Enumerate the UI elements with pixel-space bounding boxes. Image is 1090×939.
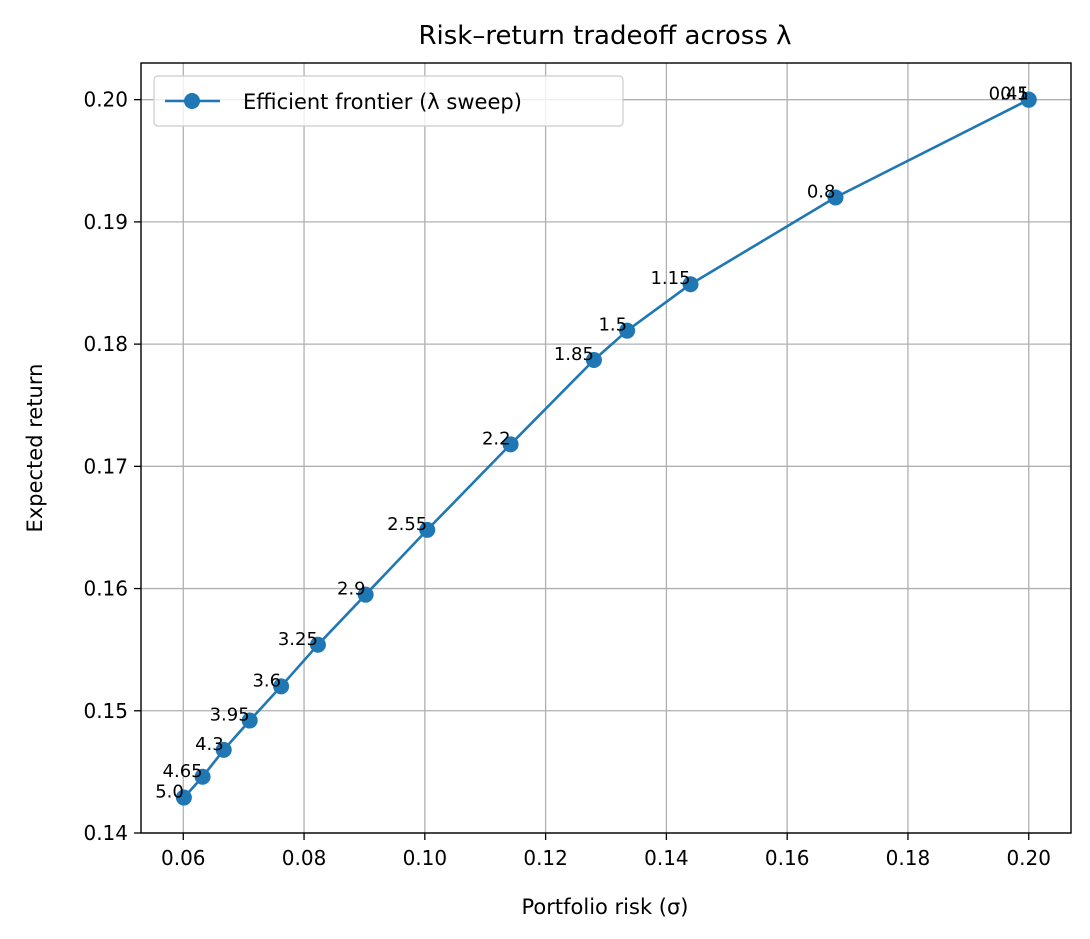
- data-point: [273, 678, 290, 695]
- point-label: 1.15: [650, 268, 690, 289]
- point-label: 2.2: [482, 428, 511, 449]
- y-tick-label: 0.16: [83, 577, 128, 601]
- legend-marker: [184, 93, 200, 109]
- data-point: [682, 276, 699, 293]
- x-tick-label: 0.16: [765, 846, 810, 870]
- point-label: 3.25: [278, 629, 318, 650]
- point-label: 1.85: [554, 344, 594, 365]
- y-axis-label: Expected return: [23, 364, 47, 533]
- data-point: [1020, 91, 1037, 108]
- x-tick-label: 0.20: [1006, 846, 1051, 870]
- data-point: [194, 768, 211, 785]
- x-tick-label: 0.10: [403, 846, 448, 870]
- point-labels: 0.10.45 0.8 1.15 1.51.85 2.2 2.55 2.9 3.25 3.63.…: [155, 84, 1028, 803]
- chart-title: Risk–return tradeoff across λ: [418, 21, 791, 51]
- point-label: 0.8: [807, 181, 836, 202]
- plot-frame: [140, 62, 1072, 834]
- series-efficient-frontier: [175, 91, 1037, 806]
- data-point: [175, 789, 192, 806]
- y-tick-label: 0.15: [83, 699, 128, 723]
- data-point: [585, 352, 602, 368]
- data-point: [502, 436, 519, 453]
- legend: Efficient frontier (λ sweep): [153, 75, 624, 127]
- y-tick-label: 0.17: [83, 454, 128, 478]
- x-tick-label: 0.18: [886, 846, 931, 870]
- data-point: [619, 322, 636, 339]
- point-label: 2.9: [337, 579, 366, 600]
- x-tick-label: 0.14: [644, 846, 689, 870]
- point-label: 4.65: [163, 761, 203, 782]
- data-point: [309, 636, 326, 653]
- y-tick-label: 0.14: [83, 821, 128, 845]
- data-point: [357, 586, 374, 603]
- x-tick-label: 0.06: [161, 846, 206, 870]
- data-point: [827, 189, 844, 206]
- x-tick-label: 0.12: [523, 846, 568, 870]
- legend-box: [153, 75, 624, 127]
- y-tick-label: 0.20: [83, 88, 128, 112]
- point-label: 5.0: [155, 782, 184, 803]
- data-point: [215, 741, 232, 758]
- point-label: 1.5: [598, 315, 627, 336]
- point-label: 3.6: [252, 670, 281, 691]
- y-tick-label: 0.18: [83, 332, 128, 356]
- point-label: 2.55: [387, 514, 427, 535]
- x-tick-label: 0.08: [282, 846, 327, 870]
- legend-label: Efficient frontier (λ sweep): [243, 90, 522, 114]
- point-label: 0.45: [989, 84, 1029, 105]
- y-tick-label: 0.19: [83, 210, 128, 234]
- x-axis-label: Portfolio risk (σ): [521, 895, 688, 919]
- data-point: [241, 712, 258, 729]
- point-label: 4.3: [195, 734, 224, 755]
- point-label: 3.95: [210, 705, 250, 726]
- data-point: [419, 521, 436, 538]
- axis-ticks: 0.06 0.08 0.10 0.12 0.14 0.16 0.18 0.20 0.14 0.15…: [83, 88, 1051, 870]
- point-label: 0.1: [1000, 84, 1029, 105]
